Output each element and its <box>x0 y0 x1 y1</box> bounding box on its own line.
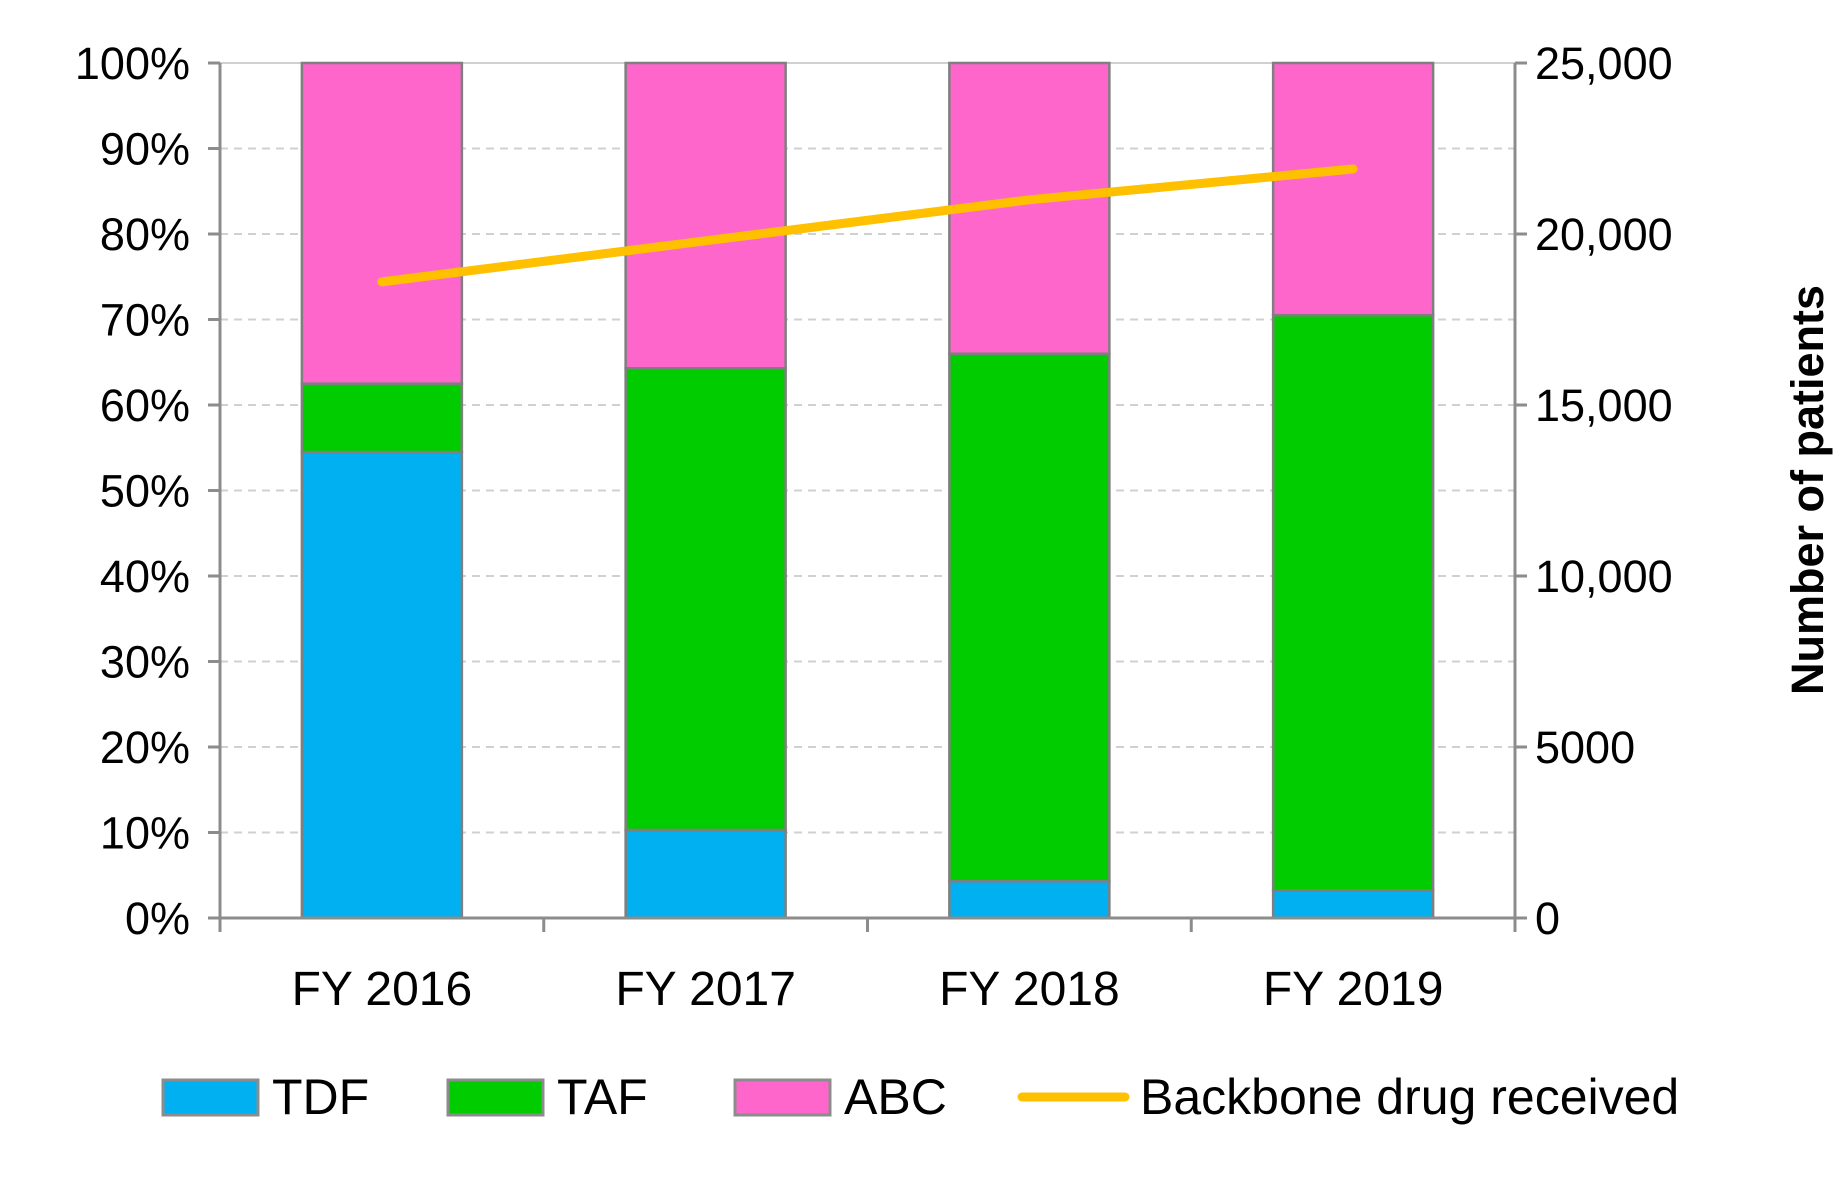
y-tick-label: 10% <box>100 808 190 859</box>
bar-abc-fy-2017 <box>624 61 787 370</box>
line-series-layer <box>377 164 1358 287</box>
bar-tdf-fy-2016 <box>300 450 464 920</box>
legend-swatch-taf <box>446 1078 545 1117</box>
y2-axis-label: Number of patients <box>1782 285 1833 695</box>
y2-tick-label: 10,000 <box>1535 551 1673 602</box>
tick-marks <box>208 61 1527 932</box>
bar-taf-fy-2019 <box>1271 313 1435 892</box>
y-tick-label: 80% <box>100 209 190 260</box>
legend-label-taf: TAF <box>557 1069 648 1125</box>
bar-tdf-fy-2018 <box>948 879 1111 920</box>
bars <box>300 61 1435 920</box>
y2-tick-label: 15,000 <box>1535 380 1673 431</box>
y-tick-label: 70% <box>100 295 190 346</box>
line-backbone-drug-received <box>377 164 1358 287</box>
y2-tick-label: 0 <box>1535 893 1560 944</box>
x-tick-label: FY 2016 <box>292 963 473 1016</box>
y-tick-label: 50% <box>100 466 190 517</box>
y2-tick-label: 5000 <box>1535 722 1635 773</box>
y-tick-label: 90% <box>100 124 190 175</box>
bar-abc-fy-2019 <box>1271 61 1435 317</box>
y-tick-label: 100% <box>75 38 190 89</box>
x-tick-label: FY 2018 <box>939 963 1120 1016</box>
y-tick-label: 60% <box>100 380 190 431</box>
bar-tdf-fy-2017 <box>624 828 787 920</box>
legend-label-abc: ABC <box>844 1069 947 1125</box>
y-tick-label: 40% <box>100 551 190 602</box>
legend: TDF TAF ABC Backbone drug received <box>161 1069 1679 1125</box>
legend-label-line: Backbone drug received <box>1140 1069 1679 1125</box>
legend-swatch-tdf <box>161 1078 260 1117</box>
tick-labels: 0% 10% 20% 30% 40% 50% 60% 70% 80% 90% 100% 0 5000 10… <box>75 38 1673 1016</box>
bar-abc-fy-2016 <box>300 61 464 385</box>
y2-tick-label: 20,000 <box>1535 209 1673 260</box>
y2-tick-label: 25,000 <box>1535 38 1673 89</box>
bar-taf-fy-2017 <box>624 366 787 832</box>
bar-tdf-fy-2019 <box>1271 889 1435 920</box>
y-tick-label: 30% <box>100 637 190 688</box>
bar-taf-fy-2018 <box>948 352 1111 883</box>
x-tick-label: FY 2017 <box>615 963 796 1016</box>
legend-label-tdf: TDF <box>272 1069 369 1125</box>
legend-swatch-abc <box>733 1078 832 1117</box>
y-tick-label: 0% <box>125 893 190 944</box>
x-tick-label: FY 2019 <box>1263 963 1444 1016</box>
y-tick-label: 20% <box>100 722 190 773</box>
bar-taf-fy-2016 <box>300 382 464 454</box>
